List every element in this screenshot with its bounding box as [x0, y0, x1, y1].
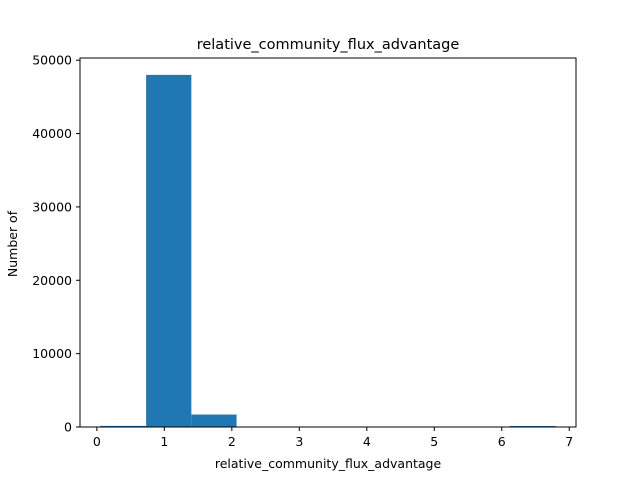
- histogram-bar-2: [191, 414, 237, 427]
- y-tick-label-0: 0: [64, 420, 72, 435]
- histogram-bar-1: [146, 74, 192, 427]
- x-tick-label-5: 5: [430, 434, 438, 449]
- x-tick-label-1: 1: [160, 434, 168, 449]
- y-tick-label-2: 20000: [32, 273, 72, 288]
- x-axis-ticks: 0 1 2 3 4 5 6 7: [93, 427, 573, 449]
- x-tick-label-4: 4: [363, 434, 371, 449]
- x-tick-label-0: 0: [93, 434, 101, 449]
- x-tick-label-2: 2: [228, 434, 236, 449]
- y-tick-label-1: 10000: [32, 346, 72, 361]
- y-tick-label-5: 50000: [32, 53, 72, 68]
- x-tick-label-6: 6: [498, 434, 506, 449]
- x-tick-label-3: 3: [295, 434, 303, 449]
- plot-frame: [79, 57, 577, 428]
- y-axis-label: Number of: [5, 210, 20, 277]
- y-axis-ticks: 0 10000 20000 30000 40000 50000: [32, 53, 80, 435]
- chart-title: relative_community_flux_advantage: [197, 37, 460, 53]
- histogram-bar-0: [100, 425, 147, 427]
- y-tick-label-3: 30000: [32, 199, 72, 214]
- x-axis-label: relative_community_flux_advantage: [215, 456, 442, 471]
- y-tick-label-4: 40000: [32, 126, 72, 141]
- x-tick-label-7: 7: [565, 434, 573, 449]
